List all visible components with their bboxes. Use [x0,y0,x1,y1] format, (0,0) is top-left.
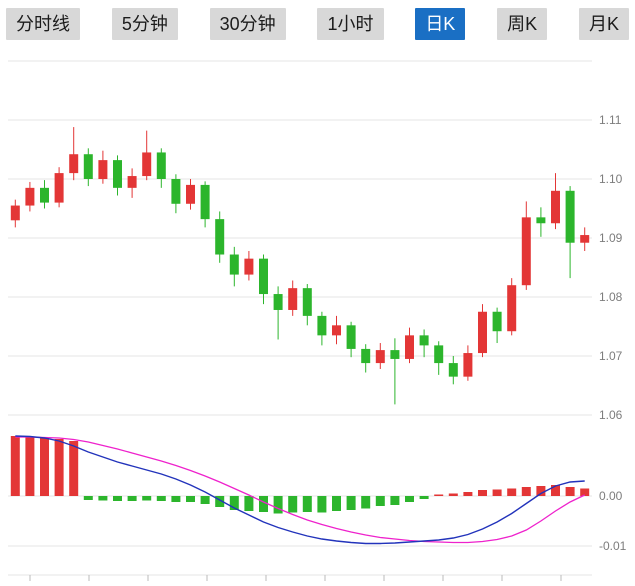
svg-text:1.09: 1.09 [599,231,623,245]
tab-timeframe-4[interactable]: 日K [415,8,466,40]
svg-text:1.06: 1.06 [599,408,623,422]
svg-text:1.11: 1.11 [599,113,622,127]
bottom-axis [8,574,592,581]
dif-line [15,435,585,545]
svg-text:0.00: 0.00 [599,489,623,503]
tab-timeframe-2[interactable]: 30分钟 [209,8,286,40]
kline-chart-area: 1.11 1.10 1.09 1.08 1.07 1.06 0.00 -0.01 [0,44,635,586]
tab-timeframe-1[interactable]: 5分钟 [111,8,178,40]
dea-line [15,436,585,544]
candles-layer [10,127,590,405]
price-axis-labels: 1.11 1.10 1.09 1.08 1.07 1.06 [599,113,623,422]
svg-text:1.10: 1.10 [599,172,623,186]
svg-text:1.07: 1.07 [599,349,623,363]
svg-text:1.08: 1.08 [599,290,623,304]
kline-chart[interactable]: 1.11 1.10 1.09 1.08 1.07 1.06 0.00 -0.01 [0,44,635,586]
tab-timeframe-6[interactable]: 月K [578,8,629,40]
price-grid [8,60,592,416]
macd-histogram [10,436,590,514]
svg-text:-0.01: -0.01 [599,539,627,553]
tab-timeframe-3[interactable]: 1小时 [317,8,384,40]
macd-grid [8,495,592,547]
timeframe-toolbar: 分时线 5分钟 30分钟 1小时 日K 周K 月K [0,0,635,44]
tab-timeframe-5[interactable]: 周K [497,8,548,40]
tab-timeframe-0[interactable]: 分时线 [6,8,80,40]
macd-axis-labels: 0.00 -0.01 [599,489,627,553]
